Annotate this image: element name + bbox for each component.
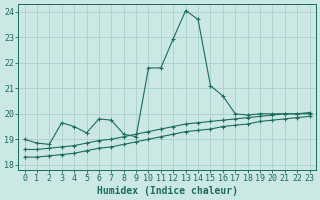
X-axis label: Humidex (Indice chaleur): Humidex (Indice chaleur): [97, 186, 237, 196]
